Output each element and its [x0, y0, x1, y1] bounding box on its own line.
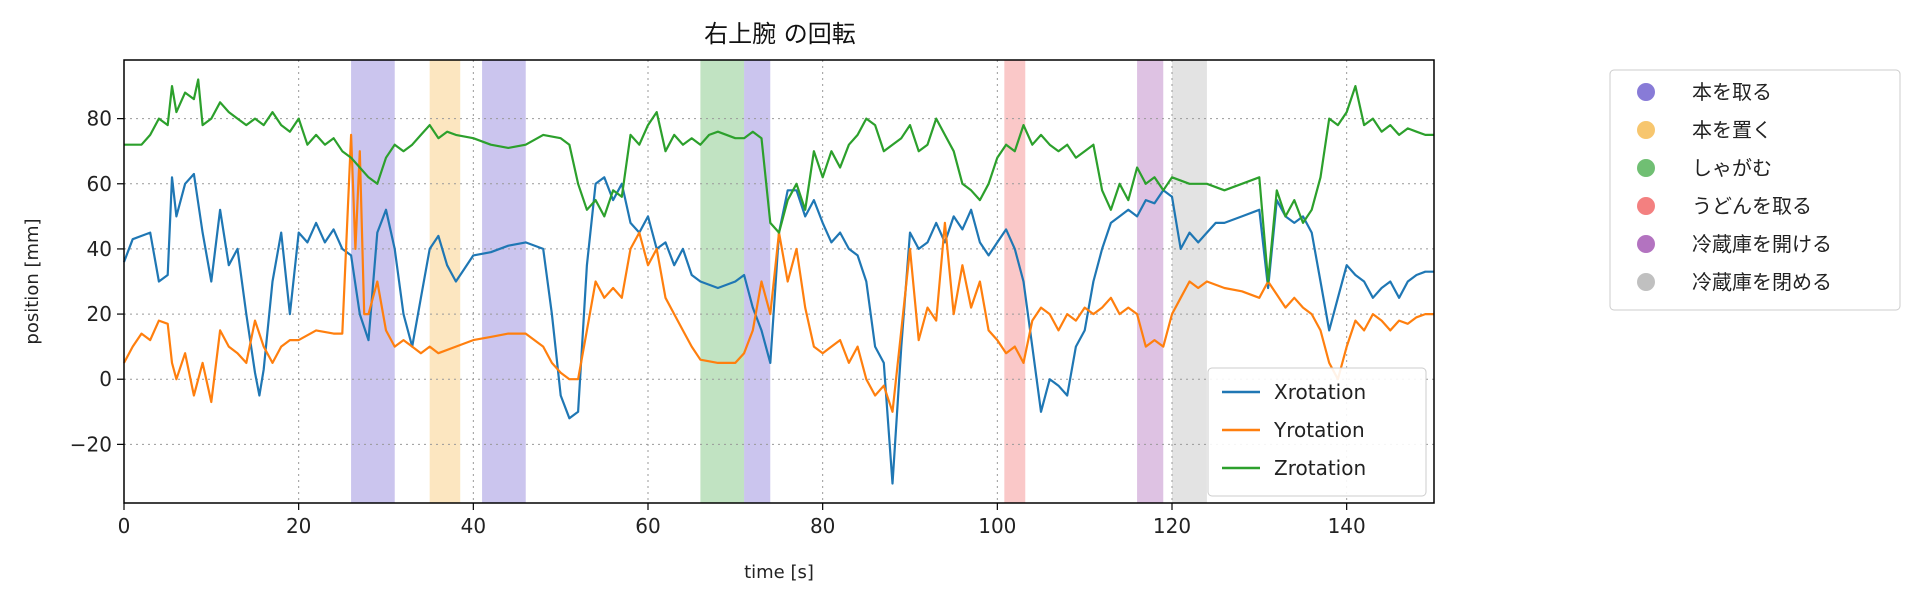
event-spans [351, 60, 1207, 503]
x-tick-label: 20 [286, 514, 311, 538]
event-legend-marker [1637, 197, 1655, 215]
series-legend-box [1207, 367, 1427, 497]
event-legend-marker [1637, 273, 1655, 291]
series-lines [122, 78, 1434, 485]
series-legend-label: Zrotation [1274, 456, 1366, 480]
x-axis-label: time [s] [744, 562, 814, 583]
chart-title: 右上腕 の回転 [704, 20, 856, 48]
y-tick-label: 80 [87, 107, 112, 131]
event-span [1137, 60, 1164, 503]
event-legend-label: 本を置く [1692, 118, 1772, 142]
plot-frame [123, 59, 1435, 504]
event-span [700, 60, 745, 503]
x-tick-label: 140 [1328, 514, 1366, 538]
event-legend-marker [1637, 83, 1655, 101]
y-axis-label: position [mm] [22, 218, 43, 344]
series-line-zrotation [124, 78, 1434, 283]
event-legend-marker [1637, 121, 1655, 139]
event-legend-label: うどんを取る [1692, 194, 1812, 218]
x-tick-label: 120 [1153, 514, 1191, 538]
y-tick-label: 0 [99, 367, 112, 391]
x-tick-label: 0 [118, 514, 131, 538]
x-tick-label: 100 [978, 514, 1016, 538]
y-tick-label: 60 [87, 172, 112, 196]
event-legend-label: しゃがむ [1692, 156, 1772, 180]
series-legend-label: Yrotation [1273, 418, 1365, 442]
event-legend-marker [1637, 159, 1655, 177]
event-span [744, 60, 771, 503]
axis-ticks: 0 20 40 60 80 100 120 140 −20 0 20 40 60 80 [70, 107, 1366, 538]
y-tick-label: −20 [70, 432, 112, 456]
event-legend-box [1609, 69, 1901, 311]
event-legend-label: 冷蔵庫を開ける [1692, 232, 1832, 256]
x-tick-label: 80 [810, 514, 835, 538]
series-line-xrotation [122, 172, 1434, 485]
event-span [1004, 60, 1026, 503]
event-span [482, 60, 526, 503]
event-legend-marker [1637, 235, 1655, 253]
x-tick-label: 40 [461, 514, 486, 538]
x-tick-label: 60 [635, 514, 660, 538]
event-legend-label: 冷蔵庫を閉める [1692, 270, 1832, 294]
y-tick-label: 20 [87, 302, 112, 326]
y-tick-label: 40 [87, 237, 112, 261]
series-legend: Xrotation Yrotation Zrotation [1207, 367, 1427, 497]
event-legend-label: 本を取る [1692, 80, 1772, 104]
series-legend-label: Xrotation [1274, 380, 1366, 404]
series-line-yrotation [123, 133, 1434, 413]
